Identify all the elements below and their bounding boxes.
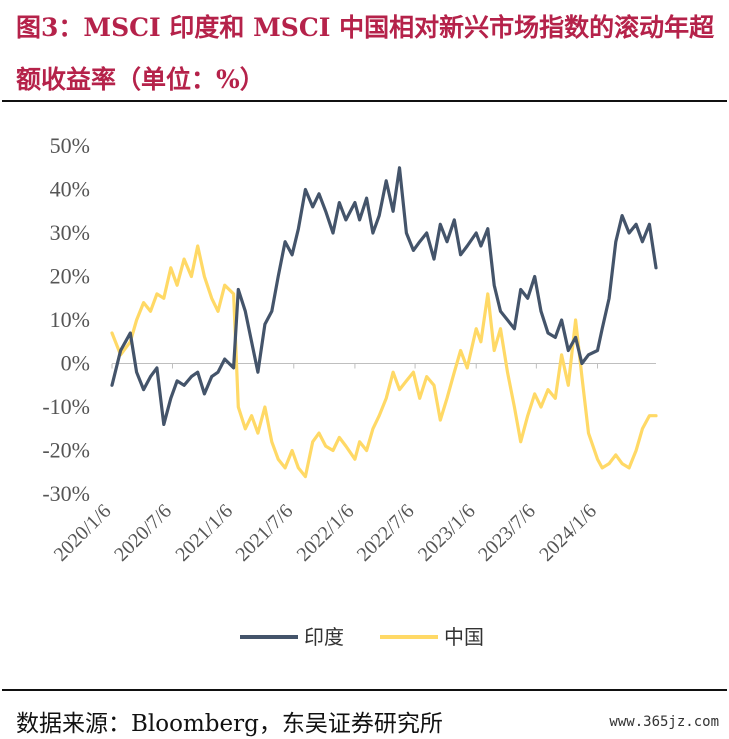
y-tick-label: -20% <box>42 438 90 463</box>
line-chart: 50%40%30%20%10%0%-10%-20%-30%2020/1/6202… <box>42 133 658 649</box>
y-tick-label: 10% <box>50 307 90 332</box>
x-tick-label: 2020/7/6 <box>110 500 176 566</box>
series-line-china <box>110 244 658 479</box>
y-tick-label: 50% <box>50 133 90 158</box>
source-note: 数据来源：Bloomberg，东吴证券研究所 <box>16 711 443 737</box>
y-tick-label: 40% <box>50 177 90 202</box>
top-rule <box>2 100 727 102</box>
x-tick-label: 2023/7/6 <box>474 500 540 566</box>
chart-legend: 印度 中国 <box>240 625 484 649</box>
y-tick-label: -10% <box>42 394 90 419</box>
x-tick-label: 2022/7/6 <box>353 500 419 566</box>
figure-title: 图3：MSCI 印度和 MSCI 中国相对新兴市场指数的滚动年超额收益率（单位：… <box>16 13 715 94</box>
legend-label-china: 中国 <box>444 625 484 649</box>
x-tick-label: 2020/1/6 <box>50 500 116 566</box>
x-tick-label: 2021/7/6 <box>231 500 297 566</box>
chart-series <box>110 166 658 479</box>
x-tick-label: 2021/1/6 <box>171 500 237 566</box>
y-tick-label: -30% <box>42 481 90 506</box>
legend-label-india: 印度 <box>304 625 344 649</box>
bottom-rule <box>2 689 727 691</box>
x-tick-label: 2024/1/6 <box>535 500 601 566</box>
x-tick-label: 2023/1/6 <box>414 500 480 566</box>
watermark: www.365jz.com <box>609 714 719 730</box>
x-tick-label: 2022/1/6 <box>293 500 359 566</box>
y-tick-label: 20% <box>50 264 90 289</box>
series-line-india <box>110 166 658 426</box>
y-tick-label: 30% <box>50 220 90 245</box>
y-tick-label: 0% <box>61 351 90 376</box>
